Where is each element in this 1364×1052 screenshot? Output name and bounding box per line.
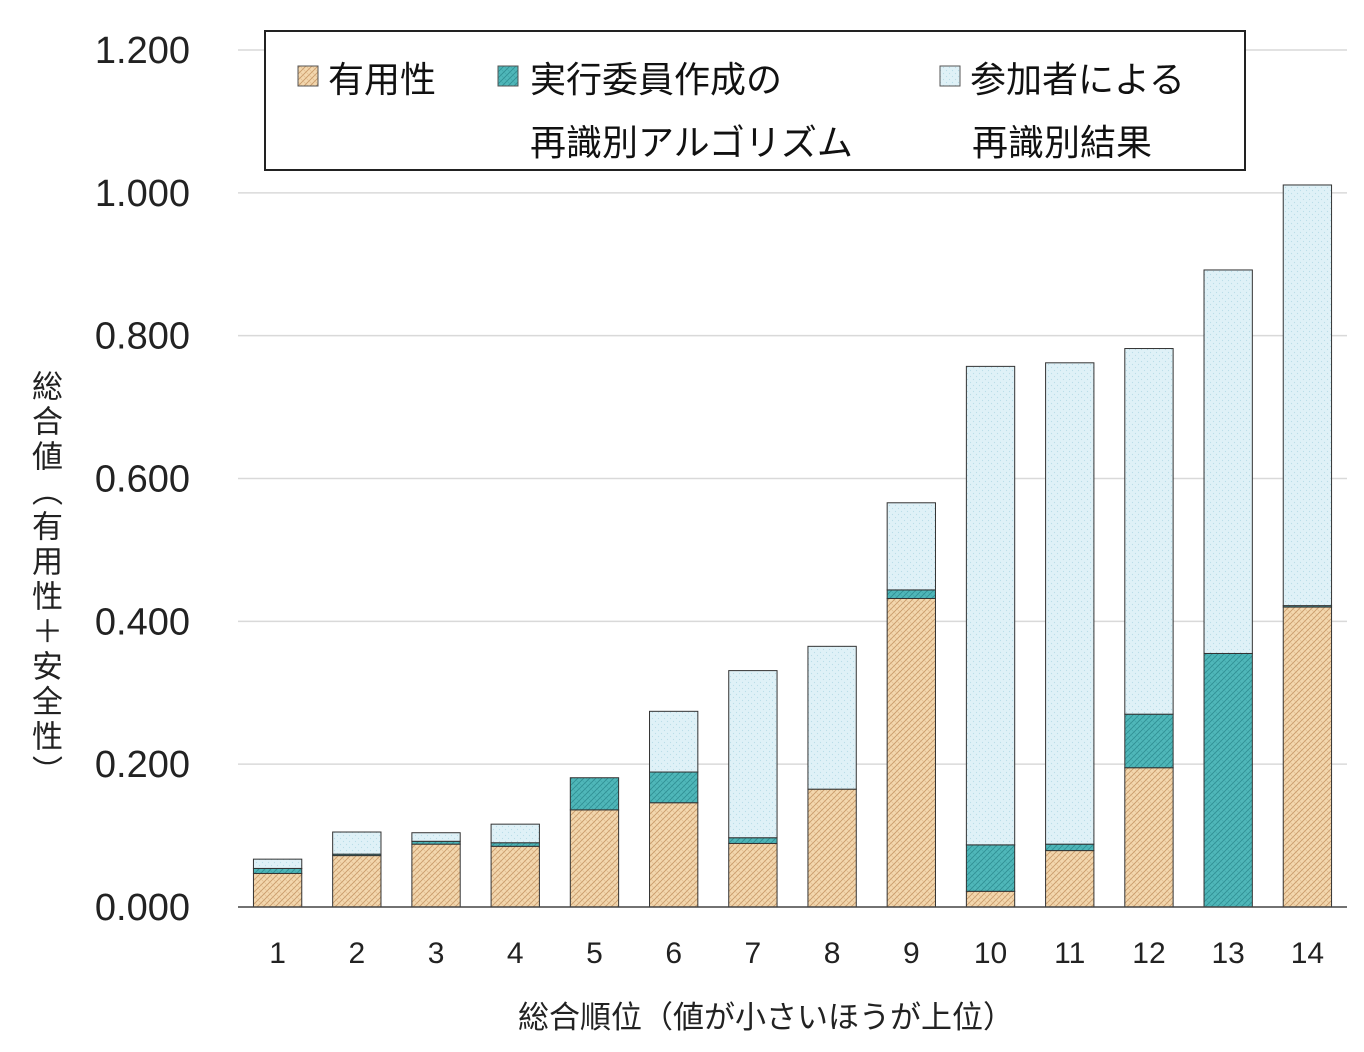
y-tick-label: 0.000 — [95, 887, 190, 929]
x-tick-label: 2 — [348, 937, 365, 970]
bar-segment-4-series-1 — [490, 845, 540, 908]
bar-segment-8-series-3 — [807, 645, 857, 790]
bar-segment-5-series-2 — [569, 777, 620, 811]
legend-label-algorithm-line2: 再識別アルゴリズム — [530, 123, 853, 164]
bar-segment-3-series-3 — [411, 832, 461, 842]
bar-segment-10-series-3 — [965, 365, 1016, 846]
y-tick-labels: 0.000 0.200 0.400 0.600 0.800 1.000 1.200 — [95, 30, 190, 929]
x-axis-title: 総合順位（値が小さいほうが上位） — [518, 1000, 1014, 1036]
bar-segment-8-series-1 — [807, 788, 857, 908]
bar-segment-12-series-3 — [1124, 348, 1174, 715]
bar-segment-9-series-1 — [886, 597, 936, 908]
bar-segment-1-series-3 — [252, 858, 303, 869]
x-tick-label: 13 — [1211, 937, 1244, 970]
x-tick-label: 9 — [903, 937, 920, 970]
x-tick-label: 12 — [1132, 937, 1165, 970]
legend-swatch-usefulness — [297, 65, 319, 87]
x-tick-label: 8 — [824, 937, 841, 970]
bar-segment-2-series-1 — [332, 855, 382, 908]
x-tick-label: 4 — [507, 937, 524, 970]
bar-segment-4-series-3 — [490, 823, 540, 844]
bar-segment-1-series-2 — [252, 867, 303, 874]
legend-label-usefulness: 有用性 — [328, 60, 436, 101]
bar-segment-3-series-1 — [411, 843, 461, 908]
bar-segment-7-series-2 — [728, 837, 778, 844]
x-tick-labels: 1 2 3 4 5 6 7 8 9 10 11 12 13 14 — [269, 937, 1324, 970]
y-tick-label: 0.800 — [95, 316, 190, 358]
bar-segment-13-series-2 — [1203, 652, 1253, 908]
x-tick-label: 14 — [1291, 937, 1324, 970]
bar-segment-10-series-1 — [965, 890, 1016, 908]
bar-segment-11-series-2 — [1045, 843, 1095, 852]
bar-segment-10-series-2 — [965, 844, 1016, 892]
y-axis-title: 総合値（有用性＋安全性） — [26, 370, 63, 790]
y-tick-label: 1.000 — [95, 173, 190, 215]
x-tick-label: 5 — [586, 937, 603, 970]
bar-segment-9-series-3 — [886, 502, 936, 591]
bar-segment-9-series-2 — [886, 589, 936, 599]
bar-segment-6-series-1 — [649, 802, 699, 908]
legend-label-algorithm-line1: 実行委員作成の — [530, 60, 782, 101]
y-tick-label: 0.600 — [95, 459, 190, 501]
bar-segment-6-series-2 — [649, 771, 699, 804]
legend-label-participants-line1: 参加者による — [970, 60, 1185, 101]
bar-segment-1-series-1 — [252, 872, 303, 908]
x-tick-label: 6 — [665, 937, 682, 970]
x-tick-label: 11 — [1054, 937, 1085, 970]
legend-frame — [264, 30, 1246, 171]
bar-segment-11-series-3 — [1045, 362, 1095, 845]
bar-segment-12-series-1 — [1124, 767, 1174, 908]
bar-segment-14-series-1 — [1282, 606, 1333, 908]
bar-segment-12-series-2 — [1124, 713, 1174, 769]
y-tick-label: 0.400 — [95, 601, 190, 643]
bars — [252, 184, 1333, 908]
bar-segment-2-series-3 — [332, 831, 382, 855]
bar-segment-14-series-3 — [1282, 184, 1333, 607]
bar-segment-13-series-3 — [1203, 269, 1253, 654]
bar-segment-7-series-1 — [728, 842, 778, 908]
y-tick-label: 0.200 — [95, 744, 190, 786]
bar-segment-7-series-3 — [728, 670, 778, 839]
x-tick-label: 1 — [269, 937, 286, 970]
x-tick-label: 3 — [428, 937, 445, 970]
bar-segment-6-series-3 — [649, 710, 699, 773]
legend-swatch-algorithm — [497, 65, 519, 87]
legend-label-participants-line2: 再識別結果 — [972, 123, 1152, 164]
y-tick-label: 1.200 — [95, 30, 190, 72]
bar-segment-5-series-1 — [569, 809, 620, 908]
x-tick-label: 7 — [745, 937, 762, 970]
legend: 有用性 実行委員作成の 再識別アルゴリズム 参加者による 再識別結果 — [264, 30, 1246, 171]
bar-segment-11-series-1 — [1045, 850, 1095, 908]
x-tick-label: 10 — [974, 937, 1007, 970]
bar-segment-4-series-2 — [490, 842, 540, 847]
legend-swatch-participants — [939, 65, 961, 87]
